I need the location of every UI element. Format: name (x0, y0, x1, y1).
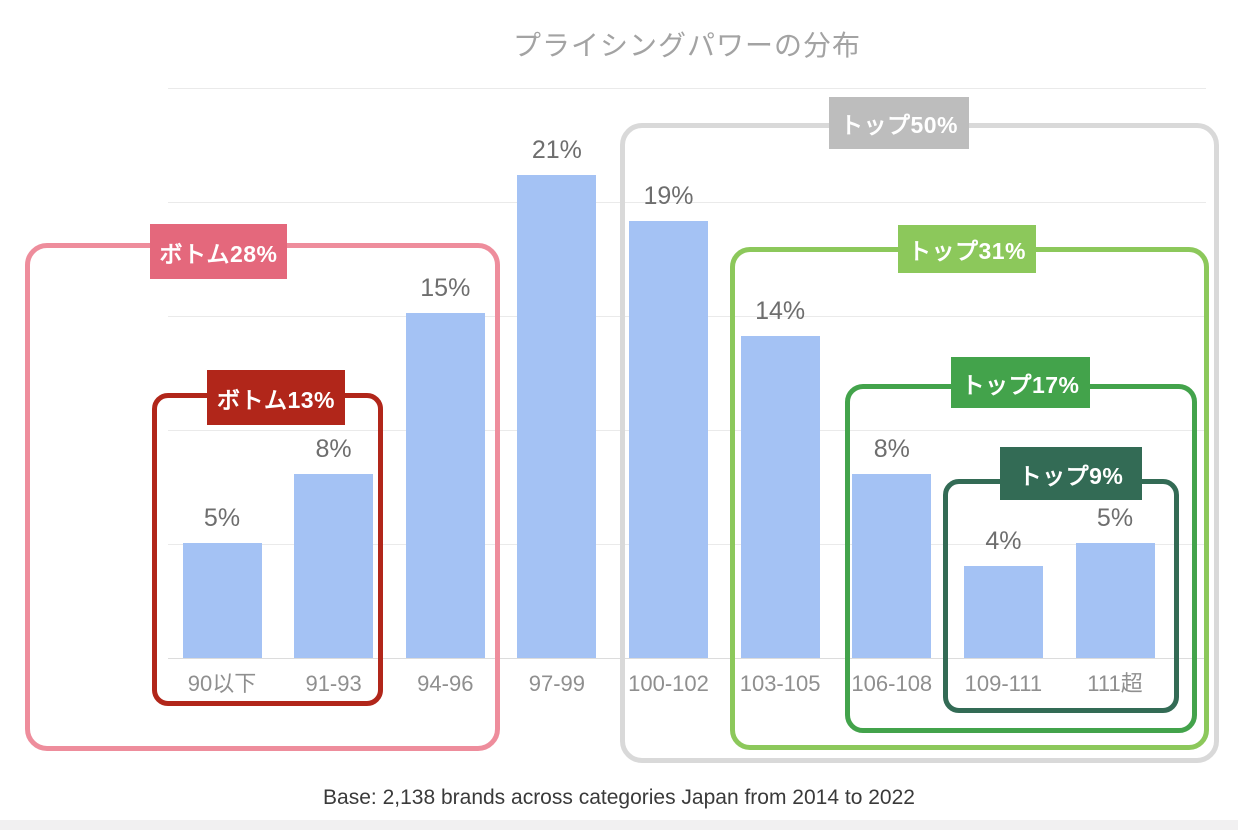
bar-value-8: 5% (1096, 504, 1134, 532)
bar-0 (182, 543, 262, 658)
x-axis-label-4: 100-102 (628, 671, 709, 696)
bar-value-7: 4% (985, 527, 1022, 555)
x-axis-label-1: 91-93 (305, 671, 362, 696)
bar-8 (1075, 543, 1155, 658)
bottom-strip (0, 820, 1238, 830)
group-box-top-9pct (943, 479, 1179, 713)
bar-3 (517, 175, 597, 658)
bar-value-4: 19% (643, 182, 694, 210)
bar-7 (963, 566, 1043, 658)
bar-2 (405, 313, 485, 658)
bar-6 (852, 474, 932, 658)
group-label-top-50pct: トップ50% (829, 97, 969, 149)
x-axis-label-7: 109-111 (964, 671, 1043, 696)
group-label-top-31pct: トップ31% (898, 225, 1036, 273)
bar-4 (629, 221, 708, 658)
gridline-0 (168, 88, 1206, 89)
x-axis-label-0: 90以下 (187, 671, 257, 696)
bar-value-2: 15% (420, 274, 471, 302)
x-axis-label-3: 97-99 (528, 671, 586, 696)
bar-value-0: 5% (203, 504, 241, 532)
group-label-bottom-28pct: ボトム28% (150, 224, 287, 279)
x-axis-label-2: 94-96 (417, 671, 474, 696)
x-axis-line (168, 658, 1206, 659)
chart-title: プライシングパワーの分布 (512, 30, 861, 61)
group-label-top-17pct: トップ17% (951, 357, 1090, 408)
bar-value-5: 14% (755, 297, 806, 325)
bar-5 (740, 336, 820, 658)
group-box-bottom-13pct (152, 393, 383, 706)
x-axis-label-5: 103-105 (739, 671, 821, 696)
x-axis-label-6: 106-108 (851, 671, 933, 696)
base-note: Base: 2,138 brands across categories Jap… (323, 786, 915, 809)
bar-value-3: 21% (531, 136, 582, 164)
group-label-top-9pct: トップ9% (1000, 447, 1142, 500)
bar-1 (294, 474, 374, 658)
gridline-1 (168, 202, 1206, 203)
x-axis-label-8: 111超 (1087, 671, 1143, 696)
group-label-bottom-13pct: ボトム13% (207, 370, 345, 425)
bar-value-1: 8% (315, 435, 352, 463)
bar-value-6: 8% (873, 435, 910, 463)
